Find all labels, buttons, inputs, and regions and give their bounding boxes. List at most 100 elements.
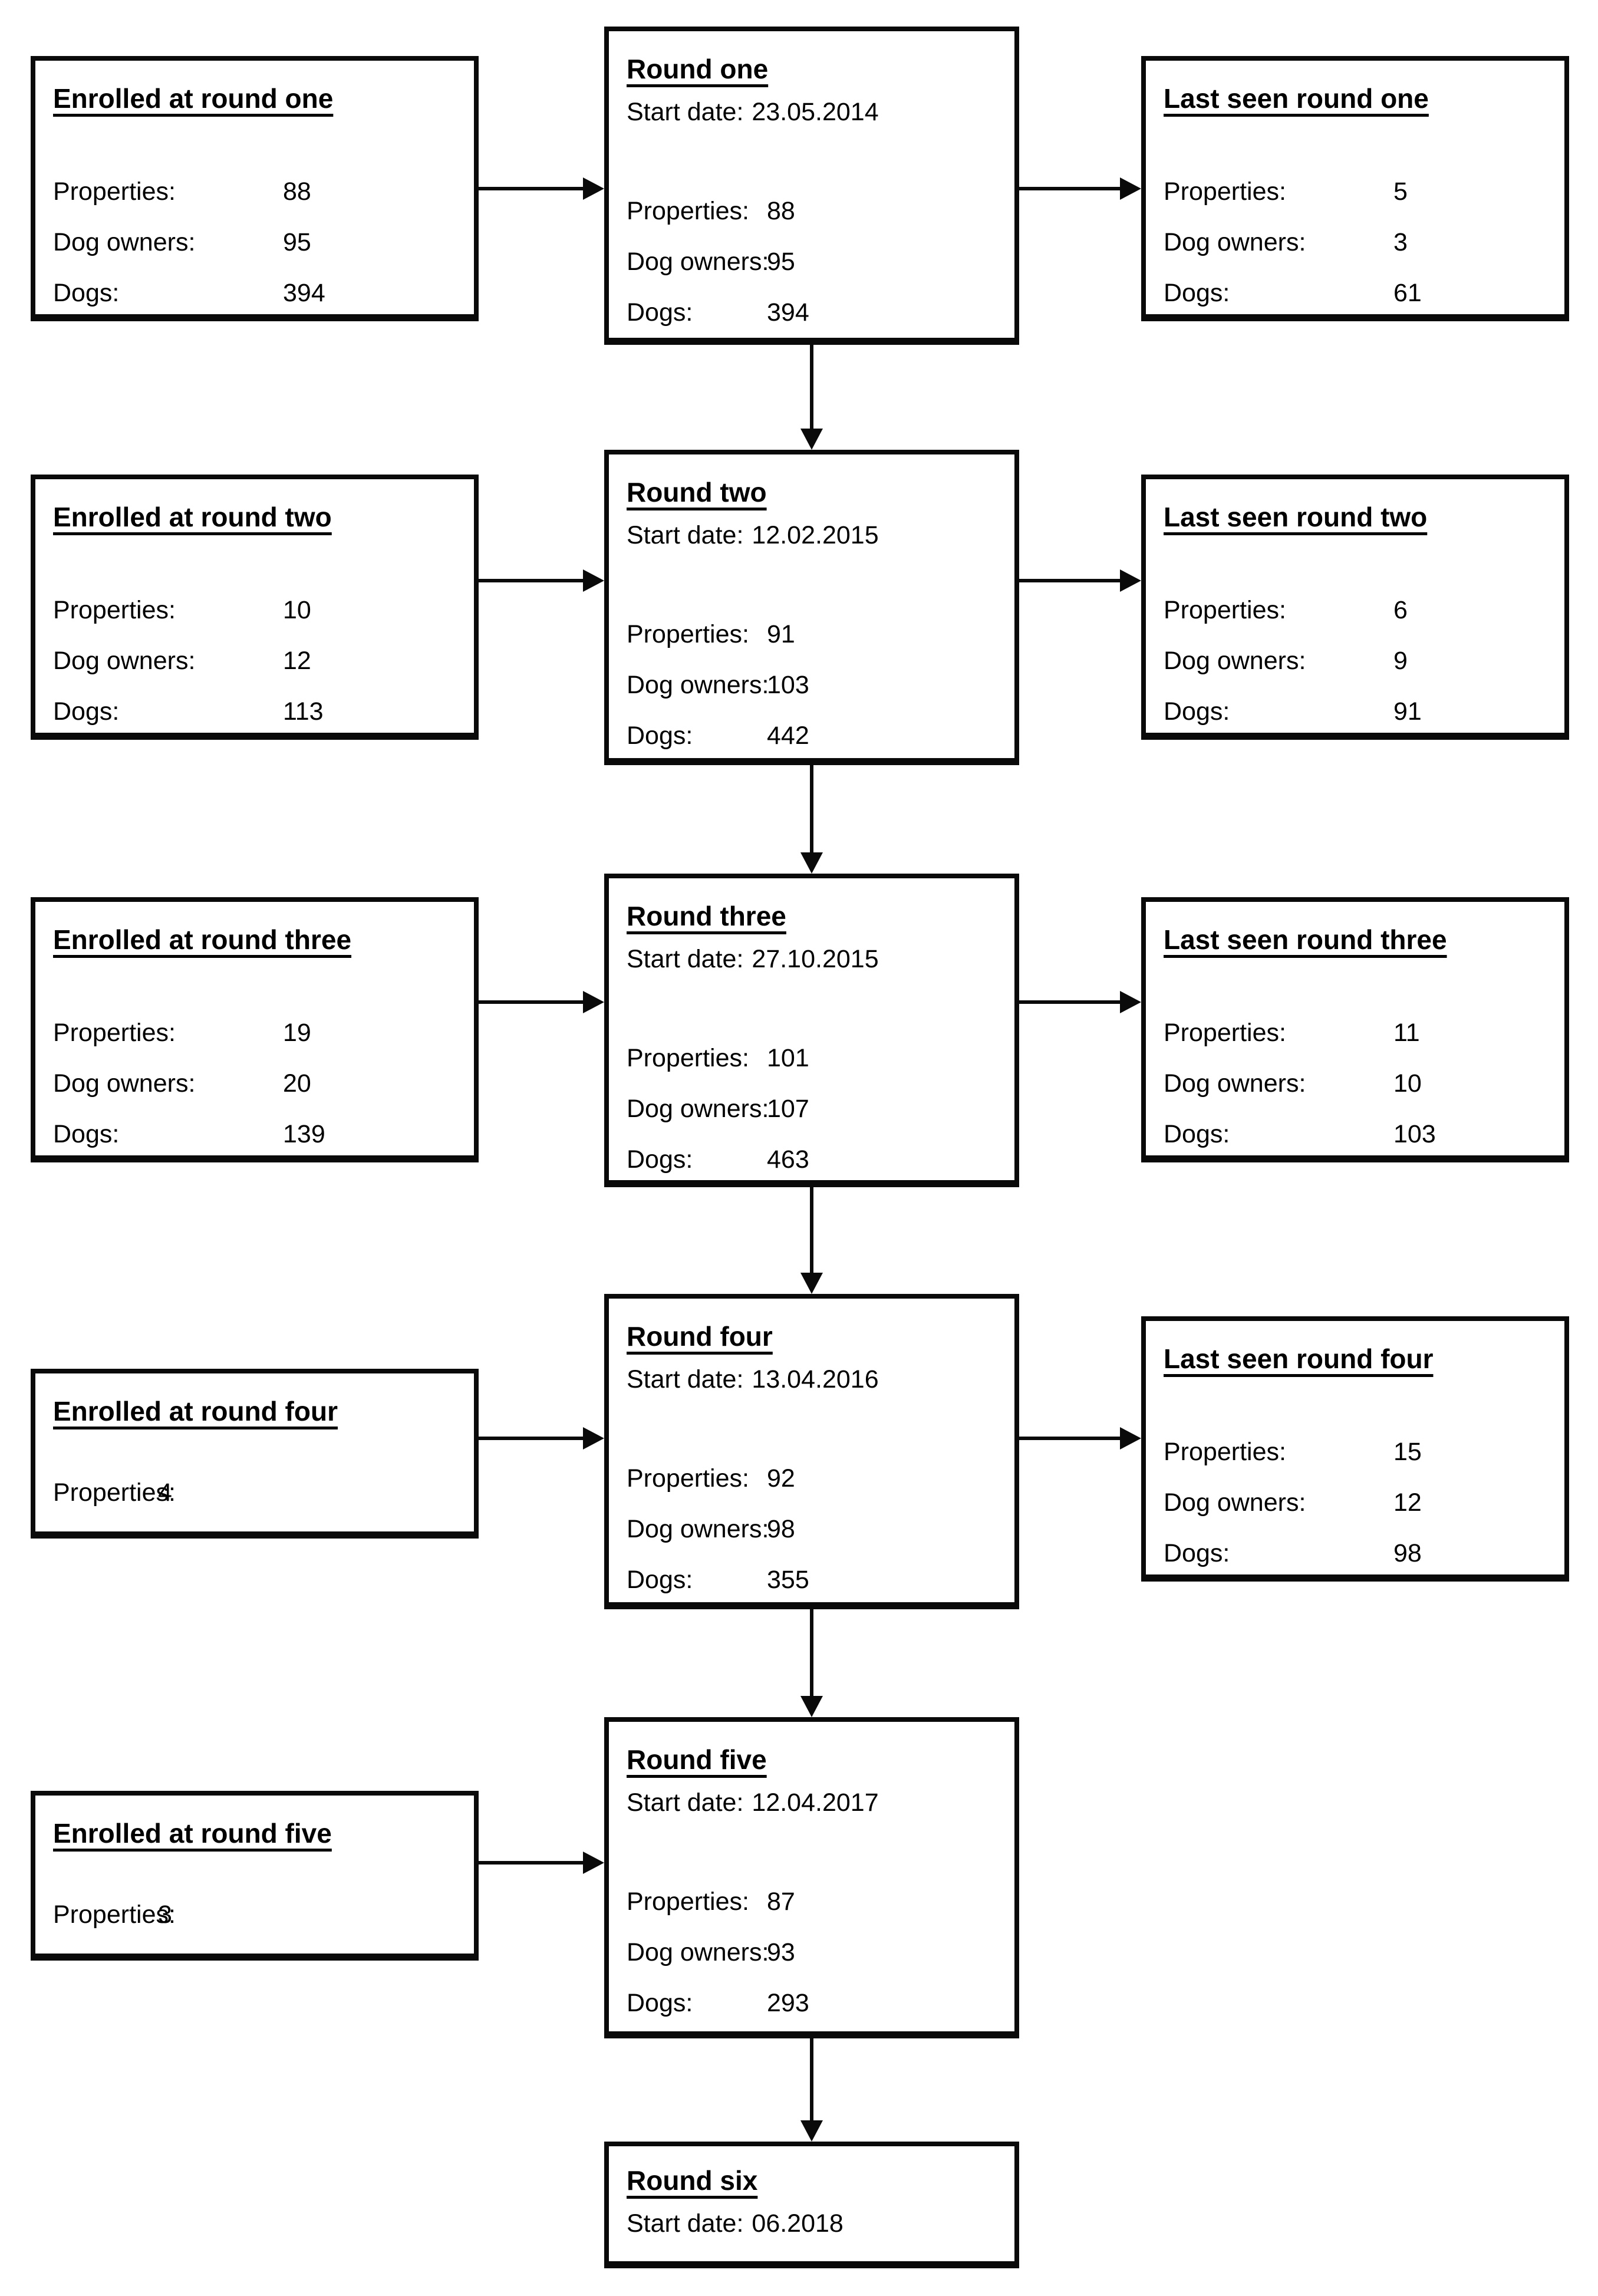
node-enrolled-round-three: Enrolled at round three Properties: 19 Do…: [31, 897, 479, 1162]
stat-value: 88: [283, 177, 311, 206]
stat-line: Properties: 3: [53, 1889, 457, 1940]
start-date-value: 12.04.2017: [752, 1788, 879, 1817]
node-title: Round four: [627, 1321, 773, 1352]
node-round-four: Round four Start date: 13.04.2016 Propert…: [604, 1294, 1019, 1609]
node-title: Enrolled at round four: [53, 1396, 338, 1427]
stat-line: Dogs: 394: [627, 287, 998, 338]
stat-label: Dogs:: [53, 697, 120, 726]
stat-value: 11: [1393, 1019, 1420, 1047]
stat-label: Properties:: [627, 197, 749, 225]
start-date-value: 23.05.2014: [752, 98, 879, 126]
stat-value: 88: [767, 197, 795, 225]
stat-label: Dog owners:: [627, 1938, 769, 1966]
node-title: Last seen round two: [1164, 502, 1428, 532]
stat-line: Dogs: 394: [53, 268, 457, 318]
stat-label: Dog owners:: [53, 647, 196, 675]
stat-line: Properties: 101: [627, 1033, 998, 1083]
stat-line: Dog owners: 12: [53, 635, 457, 686]
stat-label: Dogs:: [627, 1989, 693, 2017]
stat-line: Properties: 4: [53, 1467, 457, 1518]
stat-value: 4: [158, 1478, 172, 1507]
stat-line: Dogs: 463: [627, 1134, 998, 1185]
stat-line: Dog owners: 107: [627, 1083, 998, 1134]
start-date-line: Start date: 13.04.2016: [627, 1354, 998, 1405]
stat-value: 113: [283, 697, 324, 726]
stat-line: Properties: 19: [53, 1007, 457, 1058]
stat-value: 103: [767, 671, 809, 699]
stat-value: 98: [1393, 1539, 1422, 1567]
stat-label: Properties:: [53, 1900, 176, 1929]
stat-label: Dog owners:: [53, 1069, 196, 1098]
stat-value: 103: [1393, 1120, 1436, 1148]
start-date-label: Start date:: [627, 2209, 744, 2238]
stat-line: Dog owners: 12: [1164, 1477, 1548, 1528]
stat-label: Dogs:: [627, 722, 693, 750]
stat-value: 15: [1393, 1438, 1422, 1466]
stat-label: Dog owners:: [1164, 1069, 1306, 1098]
start-date-label: Start date:: [627, 98, 744, 126]
node-round-five: Round five Start date: 12.04.2017 Propert…: [604, 1717, 1019, 2038]
start-date-line: Start date: 27.10.2015: [627, 934, 998, 984]
stat-label: Dog owners:: [53, 228, 196, 256]
node-enrolled-round-five: Enrolled at round five Properties: 3: [31, 1791, 479, 1961]
stat-line: Properties: 6: [1164, 585, 1548, 635]
stat-label: Dog owners:: [627, 1095, 769, 1123]
stat-line: Properties: 10: [53, 585, 457, 635]
stat-line: Properties: 15: [1164, 1427, 1548, 1477]
stat-value: 101: [767, 1044, 809, 1072]
stat-label: Dogs:: [1164, 1120, 1230, 1148]
stat-line: Dog owners: 98: [627, 1504, 998, 1554]
stat-line: Dog owners: 10: [1164, 1058, 1548, 1109]
stat-line: Properties: 88: [53, 166, 457, 217]
start-date-line: Start date: 23.05.2014: [627, 87, 998, 137]
stat-value: 293: [767, 1989, 809, 2017]
start-date-value: 12.02.2015: [752, 521, 879, 549]
stat-label: Dog owners:: [1164, 647, 1306, 675]
start-date-label: Start date:: [627, 945, 744, 973]
stat-label: Properties:: [627, 620, 749, 648]
node-enrolled-round-two: Enrolled at round two Properties: 10 Dog …: [31, 475, 479, 740]
stat-line: Dogs: 91: [1164, 686, 1548, 737]
stat-value: 6: [1393, 596, 1408, 624]
stat-label: Properties:: [53, 1478, 176, 1507]
stat-line: Dogs: 139: [53, 1109, 457, 1159]
stat-label: Dog owners:: [627, 1515, 769, 1543]
node-last-seen-round-three: Last seen round three Properties: 11 Dog …: [1141, 897, 1569, 1162]
node-last-seen-round-two: Last seen round two Properties: 6 Dog own…: [1141, 475, 1569, 740]
stat-label: Properties:: [1164, 1438, 1286, 1466]
stat-value: 92: [767, 1464, 795, 1493]
node-enrolled-round-four: Enrolled at round four Properties: 4: [31, 1369, 479, 1539]
stat-value: 12: [1393, 1488, 1422, 1517]
stat-line: Dogs: 103: [1164, 1109, 1548, 1159]
start-date-value: 13.04.2016: [752, 1365, 879, 1394]
stat-value: 5: [1393, 177, 1408, 206]
node-title: Enrolled at round two: [53, 502, 332, 532]
node-round-six: Round six Start date: 06.2018: [604, 2142, 1019, 2268]
stat-line: Dog owners: 95: [627, 236, 998, 287]
stat-line: Properties: 92: [627, 1453, 998, 1504]
node-title: Round five: [627, 1744, 767, 1775]
node-title: Round three: [627, 901, 786, 931]
stat-label: Dogs:: [627, 1145, 693, 1174]
node-title: Last seen round one: [1164, 83, 1429, 114]
stat-label: Dog owners:: [627, 671, 769, 699]
node-title: Round six: [627, 2165, 758, 2196]
start-date-value: 06.2018: [752, 2209, 844, 2238]
stat-line: Dog owners: 3: [1164, 217, 1548, 268]
stat-value: 93: [767, 1938, 795, 1966]
stat-value: 12: [283, 647, 311, 675]
stat-line: Properties: 91: [627, 609, 998, 660]
start-date-line: Start date: 12.02.2015: [627, 510, 998, 561]
stat-line: Dogs: 61: [1164, 268, 1548, 318]
stat-value: 442: [767, 722, 809, 750]
stat-line: Properties: 5: [1164, 166, 1548, 217]
stat-label: Dog owners:: [627, 248, 769, 276]
stat-label: Dogs:: [1164, 1539, 1230, 1567]
stat-label: Dogs:: [627, 1566, 693, 1594]
stat-line: Dog owners: 9: [1164, 635, 1548, 686]
stat-label: Properties:: [627, 1887, 749, 1916]
stat-value: 20: [283, 1069, 311, 1098]
stat-value: 139: [283, 1120, 325, 1148]
start-date-label: Start date:: [627, 1365, 744, 1394]
